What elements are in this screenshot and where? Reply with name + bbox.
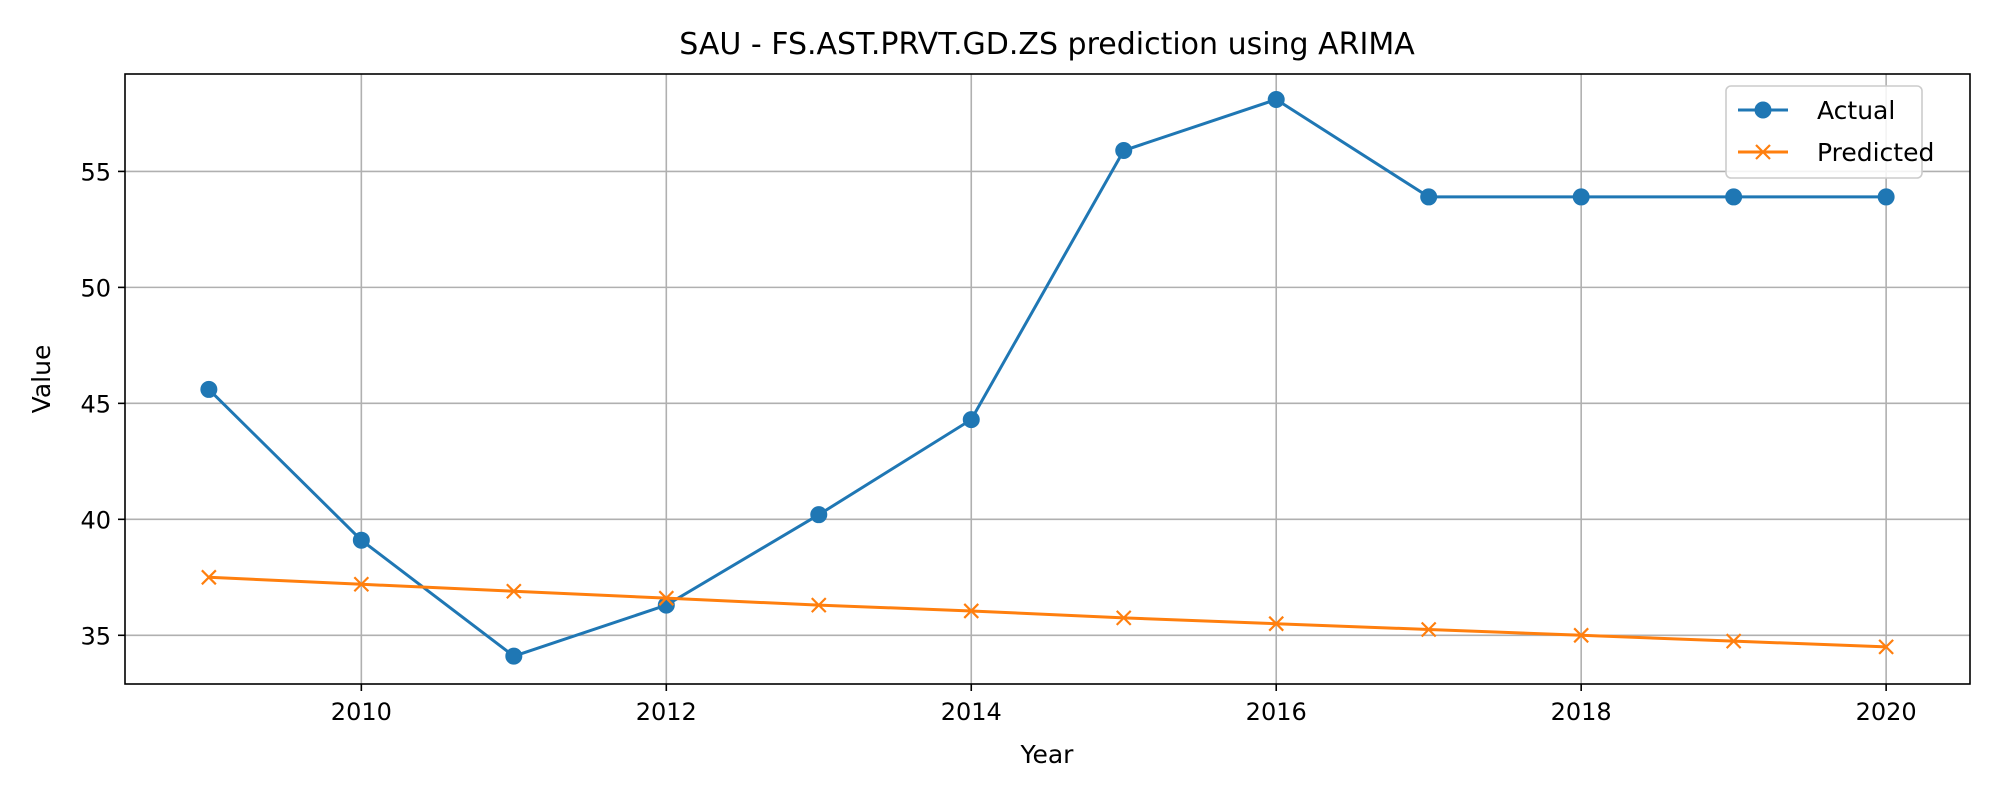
predicted-point — [963, 603, 980, 619]
series-actual — [200, 91, 1895, 665]
predicted-point — [201, 569, 217, 586]
y-tick-label: 35 — [80, 622, 111, 650]
series-layer — [200, 91, 1895, 665]
series-predicted — [201, 569, 1894, 655]
legend-item-actual: Actual — [1738, 96, 1895, 125]
actual-point — [1115, 142, 1133, 160]
y-tick-label: 45 — [80, 390, 111, 418]
actual-point — [1725, 188, 1743, 206]
predicted-point — [506, 583, 522, 600]
predicted-point — [1725, 633, 1742, 649]
predicted-point — [1268, 615, 1284, 632]
y-axis: 35 40 45 50 55 — [80, 158, 125, 650]
predicted-point — [353, 576, 370, 593]
x-tick-label: 2016 — [1246, 698, 1307, 726]
legend-marker — [1754, 101, 1772, 119]
y-tick-label: 55 — [80, 158, 111, 186]
x-tick-label: 2018 — [1551, 698, 1612, 726]
predicted-line — [208, 575, 1887, 649]
legend-label: Actual — [1817, 96, 1895, 125]
legend-item-predicted: Predicted — [1738, 138, 1934, 167]
grid — [125, 74, 1970, 684]
y-tick-label: 40 — [80, 506, 111, 534]
actual-point — [810, 506, 828, 524]
actual-point — [1267, 91, 1285, 109]
actual-point — [1420, 188, 1438, 206]
y-axis-label: Value — [27, 345, 56, 414]
predicted-point — [811, 597, 827, 613]
legend-marker — [1755, 144, 1771, 160]
x-axis: 2010 2012 2014 2016 2018 2020 — [331, 684, 1917, 726]
actual-line — [207, 97, 1887, 658]
actual-point — [962, 411, 980, 429]
plot-frame — [124, 73, 1971, 685]
predicted-point — [1420, 621, 1437, 638]
predicted-point — [1878, 639, 1894, 655]
actual-point — [352, 531, 370, 549]
predicted-point — [1573, 627, 1589, 644]
actual-point — [200, 380, 218, 398]
predicted-point — [658, 590, 675, 606]
x-tick-label: 2012 — [636, 698, 697, 726]
actual-point — [1572, 188, 1590, 206]
x-axis-label: Year — [1020, 740, 1075, 769]
x-tick-label: 2010 — [331, 698, 392, 726]
y-tick-label: 50 — [80, 274, 111, 302]
legend: Actual Predicted — [1725, 85, 1934, 179]
actual-point — [505, 647, 523, 665]
predicted-point — [1115, 610, 1132, 626]
x-tick-label: 2020 — [1856, 698, 1917, 726]
x-tick-label: 2014 — [941, 698, 1002, 726]
chart-title: SAU - FS.AST.PRVT.GD.ZS prediction using… — [679, 27, 1415, 62]
actual-point — [1877, 188, 1895, 206]
legend-label: Predicted — [1817, 138, 1934, 167]
